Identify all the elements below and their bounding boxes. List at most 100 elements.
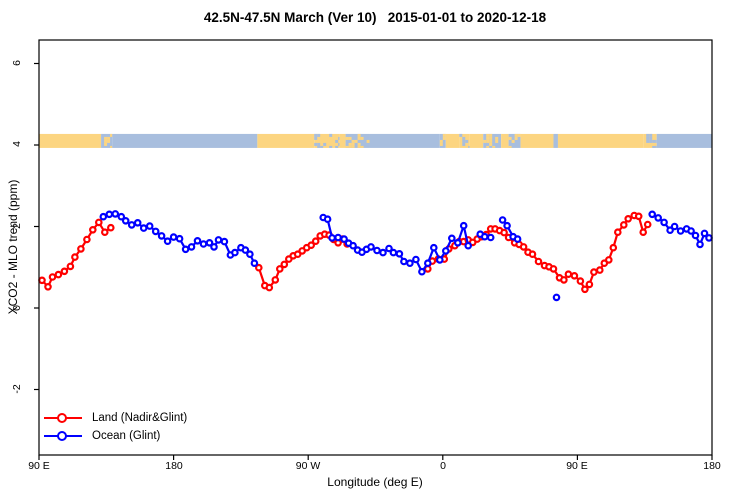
land-data-point bbox=[254, 263, 263, 272]
ocean-data-point bbox=[687, 227, 695, 235]
map-strip-fleck bbox=[360, 145, 364, 148]
map-strip-fleck bbox=[107, 136, 111, 140]
ocean-data-point bbox=[117, 212, 126, 221]
map-strip-segment bbox=[557, 133, 644, 148]
land-data-point bbox=[634, 212, 643, 221]
ocean-data-point bbox=[205, 239, 214, 247]
map-strip-fleck bbox=[345, 136, 349, 140]
land-data-point bbox=[71, 253, 79, 261]
map-strip-fleck bbox=[652, 139, 656, 143]
map-strip-fleck bbox=[486, 145, 490, 148]
ocean-data-point bbox=[648, 210, 657, 219]
y-axis-title: XCO2 - MLO trend (ppm) bbox=[6, 179, 20, 315]
ocean-data-point bbox=[700, 229, 709, 238]
ocean-data-point bbox=[328, 234, 336, 242]
legend-label-land: Land (Nadir&Glint) bbox=[92, 412, 188, 424]
land-data-point bbox=[275, 265, 284, 273]
map-strip-fleck bbox=[508, 145, 512, 148]
land-series-swatch bbox=[44, 409, 82, 427]
ocean-data-point bbox=[334, 233, 342, 242]
map-strip-fleck bbox=[459, 133, 463, 137]
map-strip-fleck bbox=[514, 133, 518, 137]
ocean-data-point bbox=[435, 256, 444, 264]
map-strip-fleck bbox=[483, 139, 487, 143]
x-tick-label: 180 bbox=[165, 460, 183, 472]
map-strip-fleck bbox=[465, 139, 469, 143]
series-ocean bbox=[99, 210, 713, 302]
ocean-data-point bbox=[423, 259, 432, 268]
map-strip-segment bbox=[656, 133, 712, 148]
ocean-data-point bbox=[385, 244, 393, 253]
land-data-point bbox=[570, 271, 579, 280]
map-strip-fleck bbox=[439, 139, 443, 143]
ocean-data-point bbox=[406, 259, 414, 268]
land-data-point bbox=[60, 267, 69, 276]
ocean-data-point bbox=[395, 250, 404, 258]
map-strip-fleck bbox=[652, 145, 656, 148]
map-strip-fleck bbox=[348, 136, 352, 140]
map-strip-fleck bbox=[104, 139, 108, 143]
ocean-data-point bbox=[121, 217, 130, 225]
map-strip-fleck bbox=[649, 133, 653, 137]
legend-row-land: Land (Nadir&Glint) bbox=[44, 409, 187, 427]
ocean-data-point bbox=[654, 214, 663, 222]
map-strip-fleck bbox=[646, 133, 650, 137]
ocean-data-point bbox=[99, 212, 108, 221]
ocean-data-point bbox=[175, 234, 184, 243]
ocean-marker-icon bbox=[57, 430, 67, 441]
ocean-data-point bbox=[214, 236, 223, 244]
ocean-data-point bbox=[340, 235, 348, 243]
ocean-data-point bbox=[660, 218, 668, 227]
x-tick-label: 90 E bbox=[28, 460, 50, 472]
ocean-data-point bbox=[181, 245, 190, 254]
ocean-data-point bbox=[323, 215, 332, 224]
map-strip-fleck bbox=[323, 142, 327, 146]
map-strip-segment bbox=[339, 133, 346, 148]
ocean-data-point bbox=[513, 235, 522, 243]
land-data-point bbox=[528, 250, 537, 259]
ocean-data-point bbox=[210, 243, 218, 251]
ocean-data-point bbox=[157, 232, 166, 240]
land-data-point bbox=[83, 235, 91, 244]
land-data-point bbox=[564, 270, 573, 279]
land-data-point bbox=[590, 268, 598, 276]
map-strip-segment bbox=[257, 133, 315, 148]
map-strip-fleck bbox=[357, 136, 361, 140]
ocean-data-point bbox=[459, 221, 468, 230]
map-strip-fleck bbox=[495, 136, 499, 140]
chart-title: 42.5N-47.5N March (Ver 10) 2015-01-01 to… bbox=[203, 10, 547, 25]
ocean-data-point bbox=[552, 293, 561, 302]
ocean-data-point bbox=[441, 247, 450, 255]
ocean-data-point bbox=[367, 243, 375, 251]
map-strip-fleck bbox=[351, 139, 355, 143]
land-data-point bbox=[107, 223, 115, 232]
land-data-point bbox=[609, 243, 618, 252]
map-strip-fleck bbox=[317, 145, 321, 148]
map-strip-fleck bbox=[486, 133, 490, 137]
map-strip-fleck bbox=[351, 142, 355, 146]
land-data-point bbox=[101, 228, 109, 237]
y-tick-label: 6 bbox=[11, 60, 23, 66]
map-strip-fleck bbox=[351, 145, 355, 148]
map-strip-fleck bbox=[104, 142, 108, 146]
map-strip-fleck bbox=[462, 136, 466, 140]
ocean-data-point bbox=[464, 241, 473, 250]
ocean-data-point bbox=[163, 237, 172, 246]
map-strip-fleck bbox=[329, 145, 333, 148]
ocean-data-point bbox=[447, 234, 456, 243]
map-strip-segment bbox=[314, 133, 340, 148]
land-data-point bbox=[595, 266, 604, 274]
map-strip-fleck bbox=[486, 139, 490, 143]
land-data-point bbox=[500, 228, 508, 237]
ocean-data-point bbox=[246, 250, 254, 259]
map-strip-segment bbox=[553, 133, 558, 148]
map-strip-fleck bbox=[357, 142, 361, 146]
map-strip-fleck bbox=[492, 145, 496, 148]
map-strip-fleck bbox=[511, 139, 515, 143]
land-data-point bbox=[307, 241, 316, 250]
axis-ticks bbox=[34, 39, 713, 460]
land-data-point bbox=[624, 215, 633, 223]
ocean-data-point bbox=[486, 233, 495, 242]
